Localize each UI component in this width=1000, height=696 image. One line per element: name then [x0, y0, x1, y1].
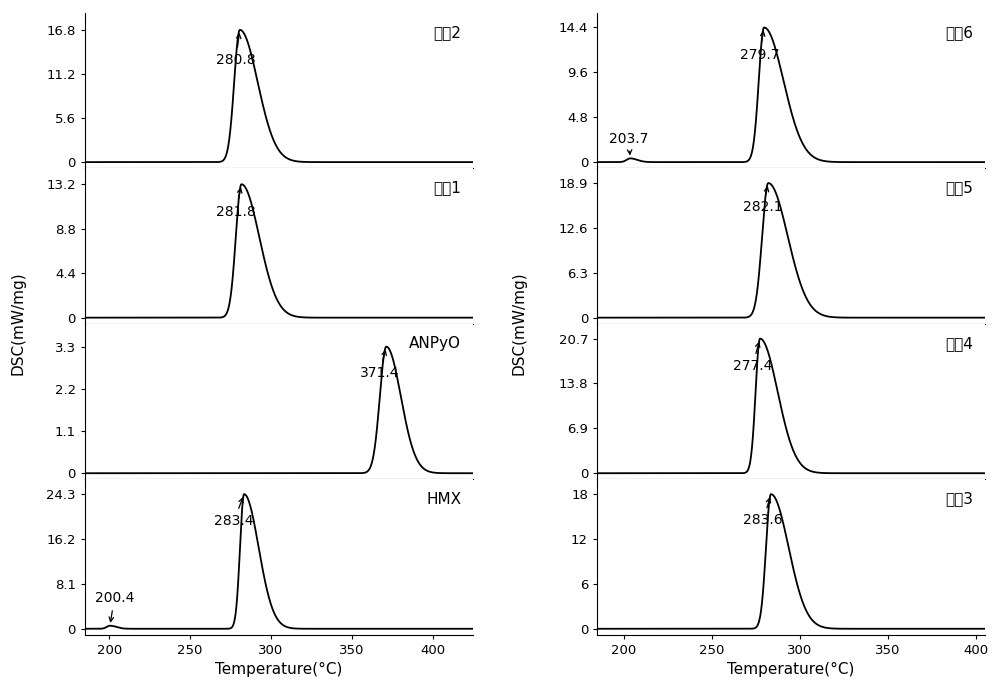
- Text: 280.8: 280.8: [216, 34, 256, 67]
- Text: 实例1: 实例1: [433, 180, 461, 196]
- Text: 281.8: 281.8: [216, 189, 256, 219]
- Text: 371.4: 371.4: [360, 351, 399, 381]
- Text: 实例5: 实例5: [945, 180, 973, 196]
- Text: DSC(mW/mg): DSC(mW/mg): [512, 272, 526, 375]
- Text: 277.4: 277.4: [733, 342, 772, 373]
- Text: 实例4: 实例4: [945, 336, 973, 351]
- Text: 实例6: 实例6: [945, 25, 973, 40]
- Text: 实例2: 实例2: [433, 25, 461, 40]
- Text: 实例3: 实例3: [945, 491, 973, 507]
- Text: 283.4: 283.4: [214, 498, 254, 528]
- Text: 203.7: 203.7: [609, 132, 649, 155]
- X-axis label: Temperature(°C): Temperature(°C): [727, 663, 855, 677]
- X-axis label: Temperature(°C): Temperature(°C): [215, 663, 343, 677]
- Text: 200.4: 200.4: [95, 592, 134, 622]
- Text: ANPyO: ANPyO: [409, 336, 461, 351]
- Text: DSC(mW/mg): DSC(mW/mg): [10, 272, 26, 375]
- Text: HMX: HMX: [426, 491, 461, 507]
- Text: 279.7: 279.7: [740, 31, 779, 61]
- Text: 283.6: 283.6: [743, 498, 783, 528]
- Text: 282.1: 282.1: [743, 187, 783, 214]
